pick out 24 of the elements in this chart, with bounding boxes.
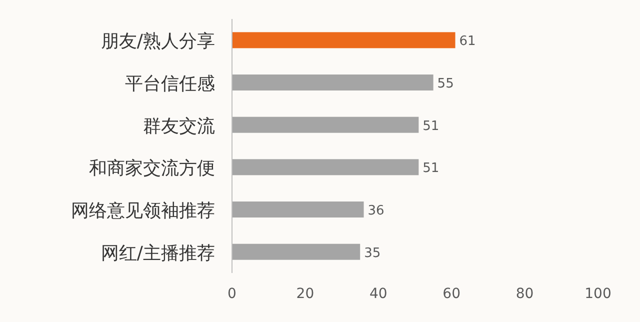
- x-tick-label: 100: [584, 286, 612, 302]
- y-tick-label: 和商家交流方便: [89, 158, 215, 180]
- x-tick-label: 20: [296, 286, 314, 302]
- data-label: 51: [422, 118, 440, 134]
- x-tick-label: 80: [516, 286, 534, 302]
- x-tick-label: 0: [228, 286, 236, 302]
- y-tick-label: 网红/主播推荐: [100, 242, 215, 264]
- bar: [232, 32, 456, 48]
- bar: [232, 116, 419, 133]
- data-label: 61: [459, 34, 476, 50]
- x-tick-label: 60: [442, 286, 461, 302]
- y-tick-label: 平台信任感: [125, 74, 215, 94]
- data-label: 51: [422, 161, 440, 176]
- y-tick-label: 群友交流: [143, 116, 215, 137]
- data-label: 35: [364, 246, 381, 261]
- bar: [232, 244, 360, 260]
- y-tick-label: 朋友/熟人分享: [100, 31, 215, 52]
- bar: [232, 159, 419, 176]
- bar: [232, 202, 364, 218]
- data-label: 55: [437, 76, 454, 92]
- bar: [232, 74, 434, 90]
- x-tick-label: 40: [369, 286, 388, 302]
- data-label: 36: [368, 204, 384, 218]
- y-tick-label: 网络意见领袖推荐: [71, 200, 215, 222]
